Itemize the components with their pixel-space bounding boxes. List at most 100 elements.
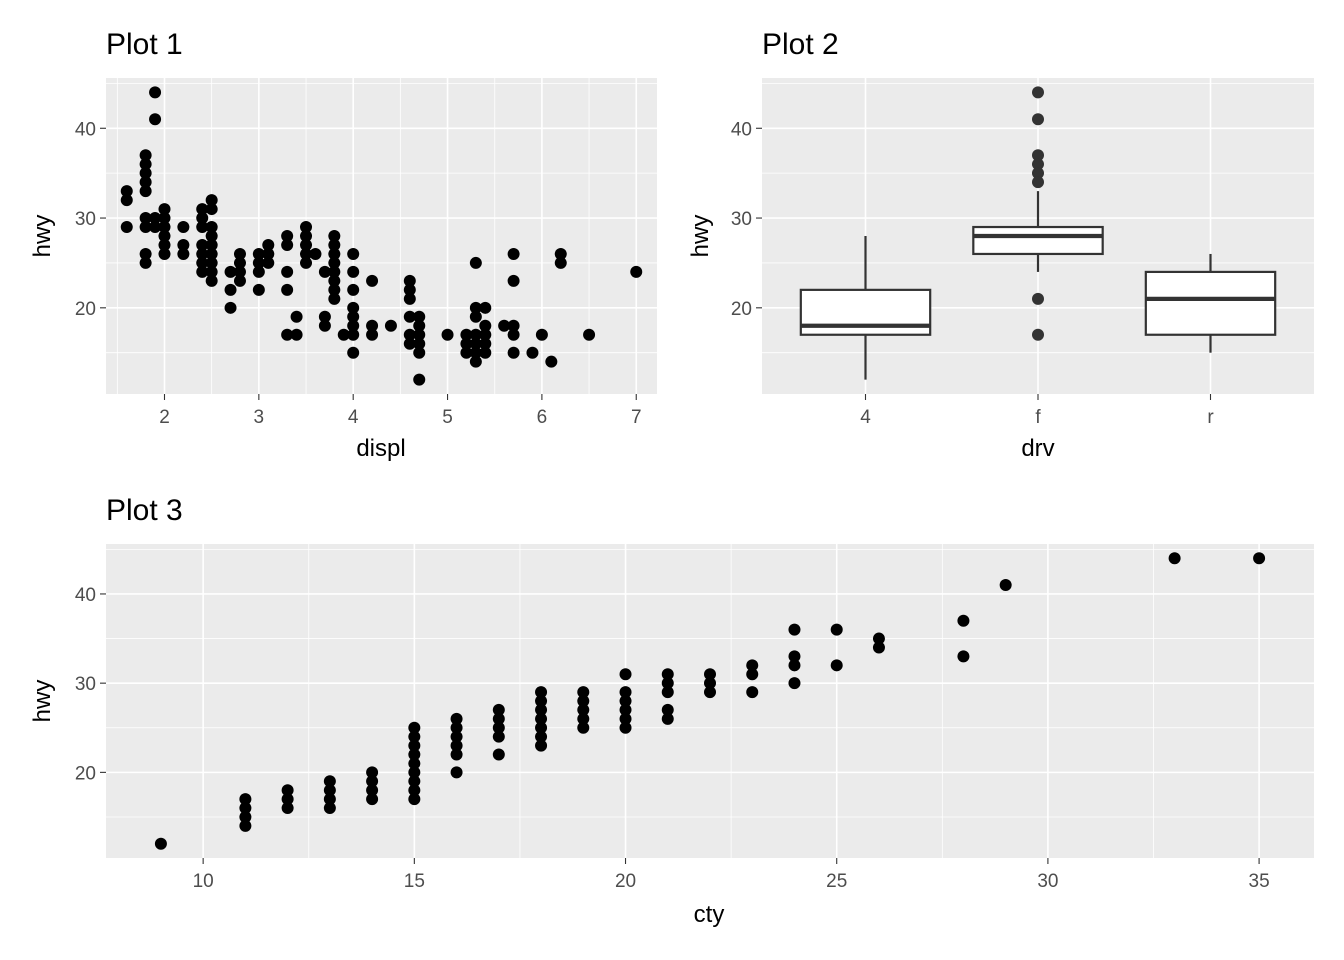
plot-3-data-point: [239, 793, 252, 806]
plot-1-data-point: [139, 158, 152, 171]
plot-3-data-point: [830, 659, 843, 672]
plot-1-data-point: [347, 283, 360, 296]
plot-1-data-point: [413, 373, 426, 386]
plot-3-points: [154, 552, 1266, 850]
plot-3: Plot 3 20 30 40 10 15 20 25 30 35 cty hwy: [29, 494, 1314, 928]
plot-1-data-point: [413, 310, 426, 323]
plot-3-data-point: [535, 695, 548, 707]
plot-1-data-point: [309, 247, 322, 260]
plot-3-data-point: [450, 766, 463, 779]
plot-1-data-point: [281, 328, 294, 341]
plot-2-x-axis-title: drv: [1021, 435, 1054, 462]
plot-1-data-point: [158, 212, 171, 225]
plot-3-data-point: [577, 721, 590, 734]
plot-1-data-point: [149, 113, 162, 126]
plot-3-data-point: [492, 748, 505, 761]
plot-1-data-point: [205, 274, 218, 287]
plot-3-data-point: [788, 623, 801, 636]
plot-1-data-point: [545, 355, 558, 368]
plot-1-data-point: [347, 346, 360, 359]
plot-3-data-point: [323, 802, 336, 815]
plot-3-data-point: [239, 810, 252, 823]
plot-1-data-point: [469, 256, 482, 269]
plot-3-data-point: [492, 712, 505, 725]
plot-1-data-point: [318, 319, 331, 332]
plot-1-data-point: [205, 203, 218, 216]
plot-3-data-point: [408, 739, 421, 752]
plot-1-data-point: [460, 328, 473, 341]
plot-3-data-point: [492, 730, 505, 743]
plot-2-y-tick-label: 20: [731, 299, 752, 320]
plot-1-data-point: [149, 221, 162, 234]
plot-1-data-point: [328, 256, 341, 269]
plot-1-data-point: [281, 265, 294, 278]
plot-1-data-point: [139, 247, 152, 260]
plot-1-data-point: [149, 212, 162, 225]
plot-1-data-point: [328, 265, 341, 278]
plot-1-data-point: [554, 256, 567, 269]
plot-3-y-tick-label: 40: [75, 585, 96, 606]
plot-1-x-tick-label: 5: [442, 407, 453, 428]
plot-1-data-point: [196, 221, 209, 234]
plot-3-data-point: [408, 757, 421, 770]
plot-1-axes: 20 30 40 2 3 4 5 6 7: [75, 119, 642, 428]
plot-1-data-point: [177, 247, 190, 260]
plot-1-data-point: [252, 283, 265, 296]
plot-3-data-point: [366, 766, 379, 779]
plot-3-data-point: [535, 703, 548, 716]
plot-1-data-point: [158, 247, 171, 260]
plot-2-x-tick-label: 4: [860, 407, 871, 428]
plot-3-data-point: [577, 703, 590, 716]
plot-3-x-tick-label: 25: [826, 871, 847, 892]
plot-1-data-point: [347, 310, 360, 323]
plot-1-data-point: [507, 328, 520, 341]
plot-3-data-point: [788, 650, 801, 663]
plot-3-data-point: [577, 686, 590, 699]
plot-2-outlier-point: [1032, 86, 1044, 99]
plot-1-data-point: [384, 319, 397, 332]
plot-1-data-point: [139, 167, 152, 180]
plot-1-data-point: [583, 328, 596, 341]
plot-3-data-point: [619, 695, 632, 707]
plot-3-x-tick-label: 20: [615, 871, 636, 892]
plot-3-y-tick-label: 20: [75, 763, 96, 784]
plot-1-data-point: [139, 149, 152, 162]
plot-3-data-point: [492, 721, 505, 734]
plot-1-data-point: [347, 247, 360, 260]
plot-1-data-point: [205, 230, 218, 242]
plot-1-data-point: [196, 256, 209, 269]
plot-1-data-point: [507, 346, 520, 359]
plot-3-data-point: [1253, 552, 1266, 565]
plot-1-data-point: [413, 328, 426, 341]
plot-1-data-point: [252, 247, 265, 260]
plot-3-data-point: [661, 703, 674, 716]
plot-1-data-point: [347, 265, 360, 278]
plot-1-data-point: [403, 283, 416, 296]
plot-1-data-point: [337, 328, 350, 341]
plot-1-data-point: [535, 328, 548, 341]
plot-3-data-point: [704, 686, 716, 699]
plot-1-data-point: [158, 238, 171, 251]
plot-1-data-point: [300, 247, 313, 260]
plot-3-data-point: [619, 686, 632, 699]
plot-1-data-point: [224, 265, 237, 278]
plot-3-panel: [106, 544, 1314, 858]
plot-1-data-point: [366, 274, 379, 287]
plot-1-data-point: [469, 301, 482, 314]
plot-1-data-point: [328, 292, 341, 305]
plot-3-data-point: [704, 677, 716, 690]
plot-1-data-point: [252, 256, 265, 269]
plot-3-data-point: [492, 703, 505, 716]
plot-3-data-point: [661, 677, 674, 690]
plot-1-data-point: [469, 337, 482, 350]
plot-1-data-point: [158, 221, 171, 234]
plot-1-data-point: [413, 337, 426, 350]
plot-3-y-axis-title: hwy: [29, 680, 56, 723]
plot-1-data-point: [139, 176, 152, 189]
plot-3-data-point: [535, 712, 548, 725]
plot-3-data-point: [535, 730, 548, 743]
plot-1-data-point: [224, 301, 237, 314]
plot-1-data-point: [205, 238, 218, 251]
plot-1-data-point: [413, 319, 426, 332]
plot-3-data-point: [1168, 552, 1181, 565]
